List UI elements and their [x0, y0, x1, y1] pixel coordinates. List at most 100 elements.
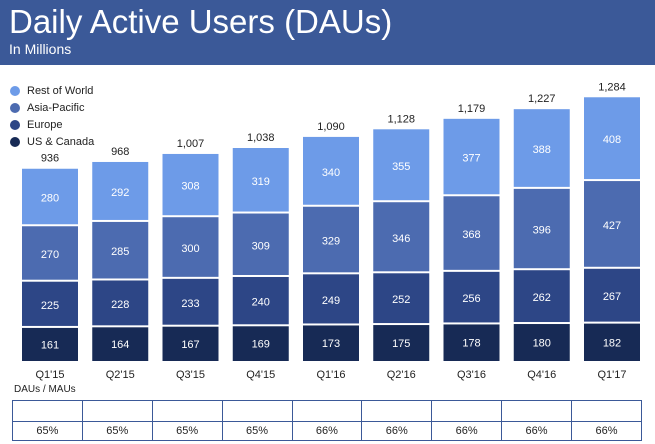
bar-segment	[22, 226, 78, 280]
bar-total-label: 1,227	[528, 93, 556, 105]
bar-value-label: 285	[111, 246, 129, 258]
bar-segment	[162, 326, 219, 361]
bar-segment	[22, 168, 78, 225]
bar-value-label: 169	[252, 339, 270, 351]
bar-total-label: 1,284	[598, 81, 626, 93]
bar-total-label: 1,179	[458, 103, 486, 115]
ratio-blank-cell	[291, 400, 363, 422]
bar-value-label: 180	[533, 338, 551, 350]
page-title: Daily Active Users (DAUs)	[9, 3, 393, 40]
x-tick-label: Q4'16	[527, 369, 556, 381]
ratio-table-values-row: 65% 65% 65% 65% 66% 66% 66% 66% 66%	[12, 421, 642, 441]
dau-stacked-bar-chart: 161 225 270 280 936 Q1'15 164 228 285 292 968 Q2'15…	[22, 81, 640, 381]
bar-value-label: 262	[533, 292, 551, 304]
bar-value-label: 249	[322, 295, 340, 307]
bar-value-label: 173	[322, 338, 340, 350]
bar-segment	[373, 325, 430, 361]
x-tick-label: Q2'16	[387, 369, 416, 381]
ratio-blank-cell	[12, 400, 83, 422]
bar-value-label: 233	[181, 298, 199, 310]
ratio-blank-cell	[571, 400, 642, 422]
bar-segment	[584, 97, 640, 180]
bar-value-label: 228	[111, 299, 129, 311]
bar-value-label: 164	[111, 339, 129, 351]
bar-segment	[232, 276, 289, 325]
bar-value-label: 225	[41, 300, 59, 312]
ratio-value-cell: 65%	[12, 421, 83, 441]
bar-segment	[513, 109, 570, 187]
bar-total-label: 1,090	[317, 121, 345, 133]
legend-swatch-us-canada	[10, 136, 20, 147]
bar-segment	[92, 221, 149, 279]
ratio-blank-cell	[361, 400, 433, 422]
x-tick-label: Q3'16	[457, 369, 486, 381]
bar-segment	[513, 270, 570, 323]
bar-segment	[584, 323, 640, 361]
bar-value-label: 396	[533, 225, 551, 237]
bar-value-label: 167	[181, 339, 199, 351]
x-tick-label: Q2'15	[106, 369, 135, 381]
ratio-value-cell: 66%	[361, 421, 433, 441]
bar-segment	[373, 202, 430, 272]
legend-item-asia-pacific: Asia-Pacific	[10, 99, 94, 116]
x-tick-label: Q3'15	[176, 369, 205, 381]
bar-value-label: 252	[392, 294, 410, 306]
bar-value-label: 319	[252, 176, 270, 188]
bar-total-label: 968	[111, 146, 129, 158]
bar-value-label: 368	[462, 229, 480, 241]
x-tick-label: Q4'15	[246, 369, 275, 381]
bar-value-label: 355	[392, 161, 410, 173]
bar-value-label: 256	[462, 293, 480, 305]
ratio-value-cell: 65%	[81, 421, 153, 441]
bar-value-label: 240	[252, 297, 270, 309]
legend-swatch-rest-of-world	[10, 85, 20, 96]
x-tick-label: Q1'17	[597, 369, 626, 381]
bar-total-label: 1,038	[247, 132, 275, 144]
ratio-blank-cell	[221, 400, 293, 422]
bar-value-label: 377	[462, 153, 480, 165]
legend-label: Rest of World	[27, 84, 94, 97]
bar-value-label: 270	[41, 249, 59, 261]
bar-segment	[303, 136, 359, 205]
bar-segment	[303, 325, 359, 361]
bar-value-label: 340	[322, 167, 340, 179]
bar-segment	[373, 273, 430, 324]
bar-total-label: 1,007	[177, 138, 205, 150]
bar-value-label: 300	[181, 243, 199, 255]
ratio-value-cell: 66%	[571, 421, 642, 441]
ratio-blank-cell	[431, 400, 503, 422]
bar-value-label: 175	[392, 338, 410, 350]
x-tick-label: Q1'16	[316, 369, 345, 381]
legend-item-rest-of-world: Rest of World	[10, 82, 94, 99]
bar-value-label: 427	[603, 220, 621, 232]
bar-value-label: 388	[533, 144, 551, 156]
ratio-blank-cell	[501, 400, 572, 422]
bar-segment	[443, 324, 500, 361]
bar-value-label: 161	[41, 339, 59, 351]
legend-label: Asia-Pacific	[27, 101, 85, 114]
page-subtitle: In Millions	[9, 41, 72, 57]
bar-segment	[232, 326, 289, 361]
bar-value-label: 267	[603, 291, 621, 303]
bar-value-label: 309	[252, 240, 270, 252]
bar-segment	[162, 217, 219, 277]
bar-value-label: 280	[41, 193, 59, 205]
bar-segment	[513, 188, 570, 269]
ratio-value-cell: 66%	[431, 421, 503, 441]
ratio-row-label: DAUs / MAUs	[14, 384, 76, 395]
ratio-value-cell: 65%	[151, 421, 223, 441]
bar-value-label: 329	[322, 236, 340, 248]
bar-segment	[232, 213, 289, 275]
bar-segment	[92, 327, 149, 361]
bar-segment	[92, 161, 149, 220]
bar-value-label: 292	[111, 187, 129, 199]
bar-segment	[513, 324, 570, 361]
ratio-blank-cell	[151, 400, 223, 422]
bar-segment	[584, 181, 640, 267]
bar-segment	[22, 281, 78, 326]
legend-item-europe: Europe	[10, 116, 94, 133]
ratio-value-cell: 66%	[291, 421, 363, 441]
legend-label: Europe	[27, 118, 63, 131]
bar-segment	[443, 196, 500, 270]
ratio-table-blank-row	[12, 400, 642, 422]
